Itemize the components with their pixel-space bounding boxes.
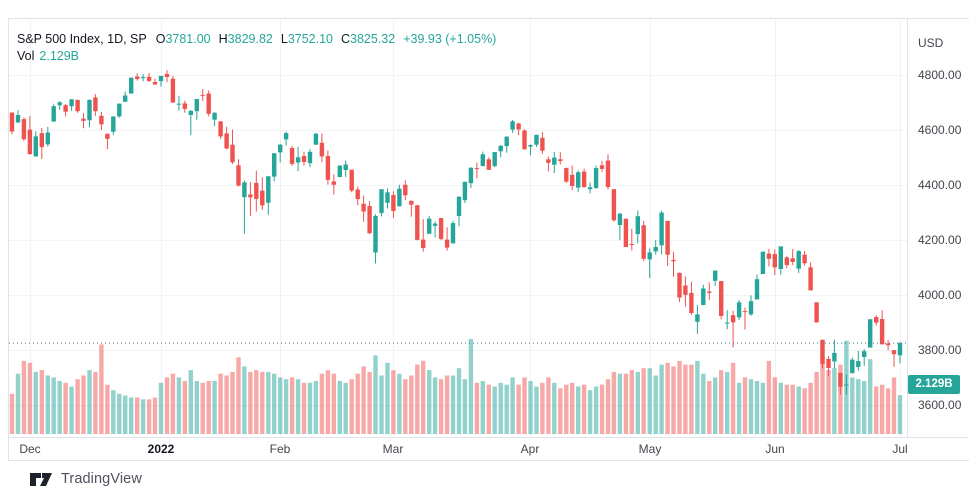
time-tick: Dec <box>19 442 41 456</box>
time-tick: Apr <box>520 442 540 456</box>
legend-row-volume: Vol 2.129B <box>17 48 496 65</box>
price-tick: 4800.00 <box>918 68 962 83</box>
currency-label: USD <box>918 36 944 50</box>
time-tick: Feb <box>269 442 291 456</box>
price-axis[interactable]: USD 4800.00 4600.00 4400.00 4200.00 4000.00 3… <box>907 19 969 460</box>
legend-row-main: S&P 500 Index, 1D, SP O3781.00 H3829.82 L37… <box>17 31 496 48</box>
time-tick-labels: Dec 2022 Feb Mar Apr May Jun Jul <box>9 438 907 461</box>
volume-label[interactable]: Vol <box>17 49 35 63</box>
price-tick: 4400.00 <box>918 178 962 193</box>
time-tick: Jun <box>765 442 785 456</box>
price-tick: 4200.00 <box>918 233 962 248</box>
ohlc-high: H3829.82 <box>218 32 273 46</box>
volume-badge: 2.129B <box>908 375 960 394</box>
symbol-title[interactable]: S&P 500 Index, 1D, SP <box>17 32 147 46</box>
chart-canvas[interactable]: S&P 500 Index, 1D, SP O3781.00 H3829.82 L37… <box>9 19 907 437</box>
time-tick: 2022 <box>147 442 175 456</box>
time-tick: Mar <box>382 442 404 456</box>
price-change: +39.93 (+1.05%) <box>403 32 497 46</box>
volume-bars <box>9 339 903 435</box>
ohlc-open: O3781.00 <box>155 32 211 46</box>
candles <box>9 70 903 395</box>
time-tick: May <box>638 442 662 456</box>
price-tick: 4600.00 <box>918 123 962 138</box>
ohlc-low: L3752.10 <box>280 32 333 46</box>
volume-value: 2.129B <box>39 49 80 63</box>
price-tick: 3800.00 <box>918 343 962 358</box>
chart-widget: S&P 500 Index, 1D, SP O3781.00 H3829.82 L37… <box>8 18 969 461</box>
candlestick-chart[interactable] <box>9 19 907 437</box>
tradingview-logo[interactable]: TradingView <box>30 471 142 487</box>
ohlc-close: C3825.32 <box>341 32 396 46</box>
time-axis[interactable]: Dec 2022 Feb Mar Apr May Jun Jul <box>9 437 968 460</box>
time-tick: Jul <box>892 442 907 456</box>
legend: S&P 500 Index, 1D, SP O3781.00 H3829.82 L37… <box>17 31 496 65</box>
tradingview-logo-icon <box>30 472 52 486</box>
price-tick: 4000.00 <box>918 288 962 303</box>
tradingview-logo-text: TradingView <box>61 471 142 487</box>
price-tick: 3600.00 <box>918 398 962 413</box>
